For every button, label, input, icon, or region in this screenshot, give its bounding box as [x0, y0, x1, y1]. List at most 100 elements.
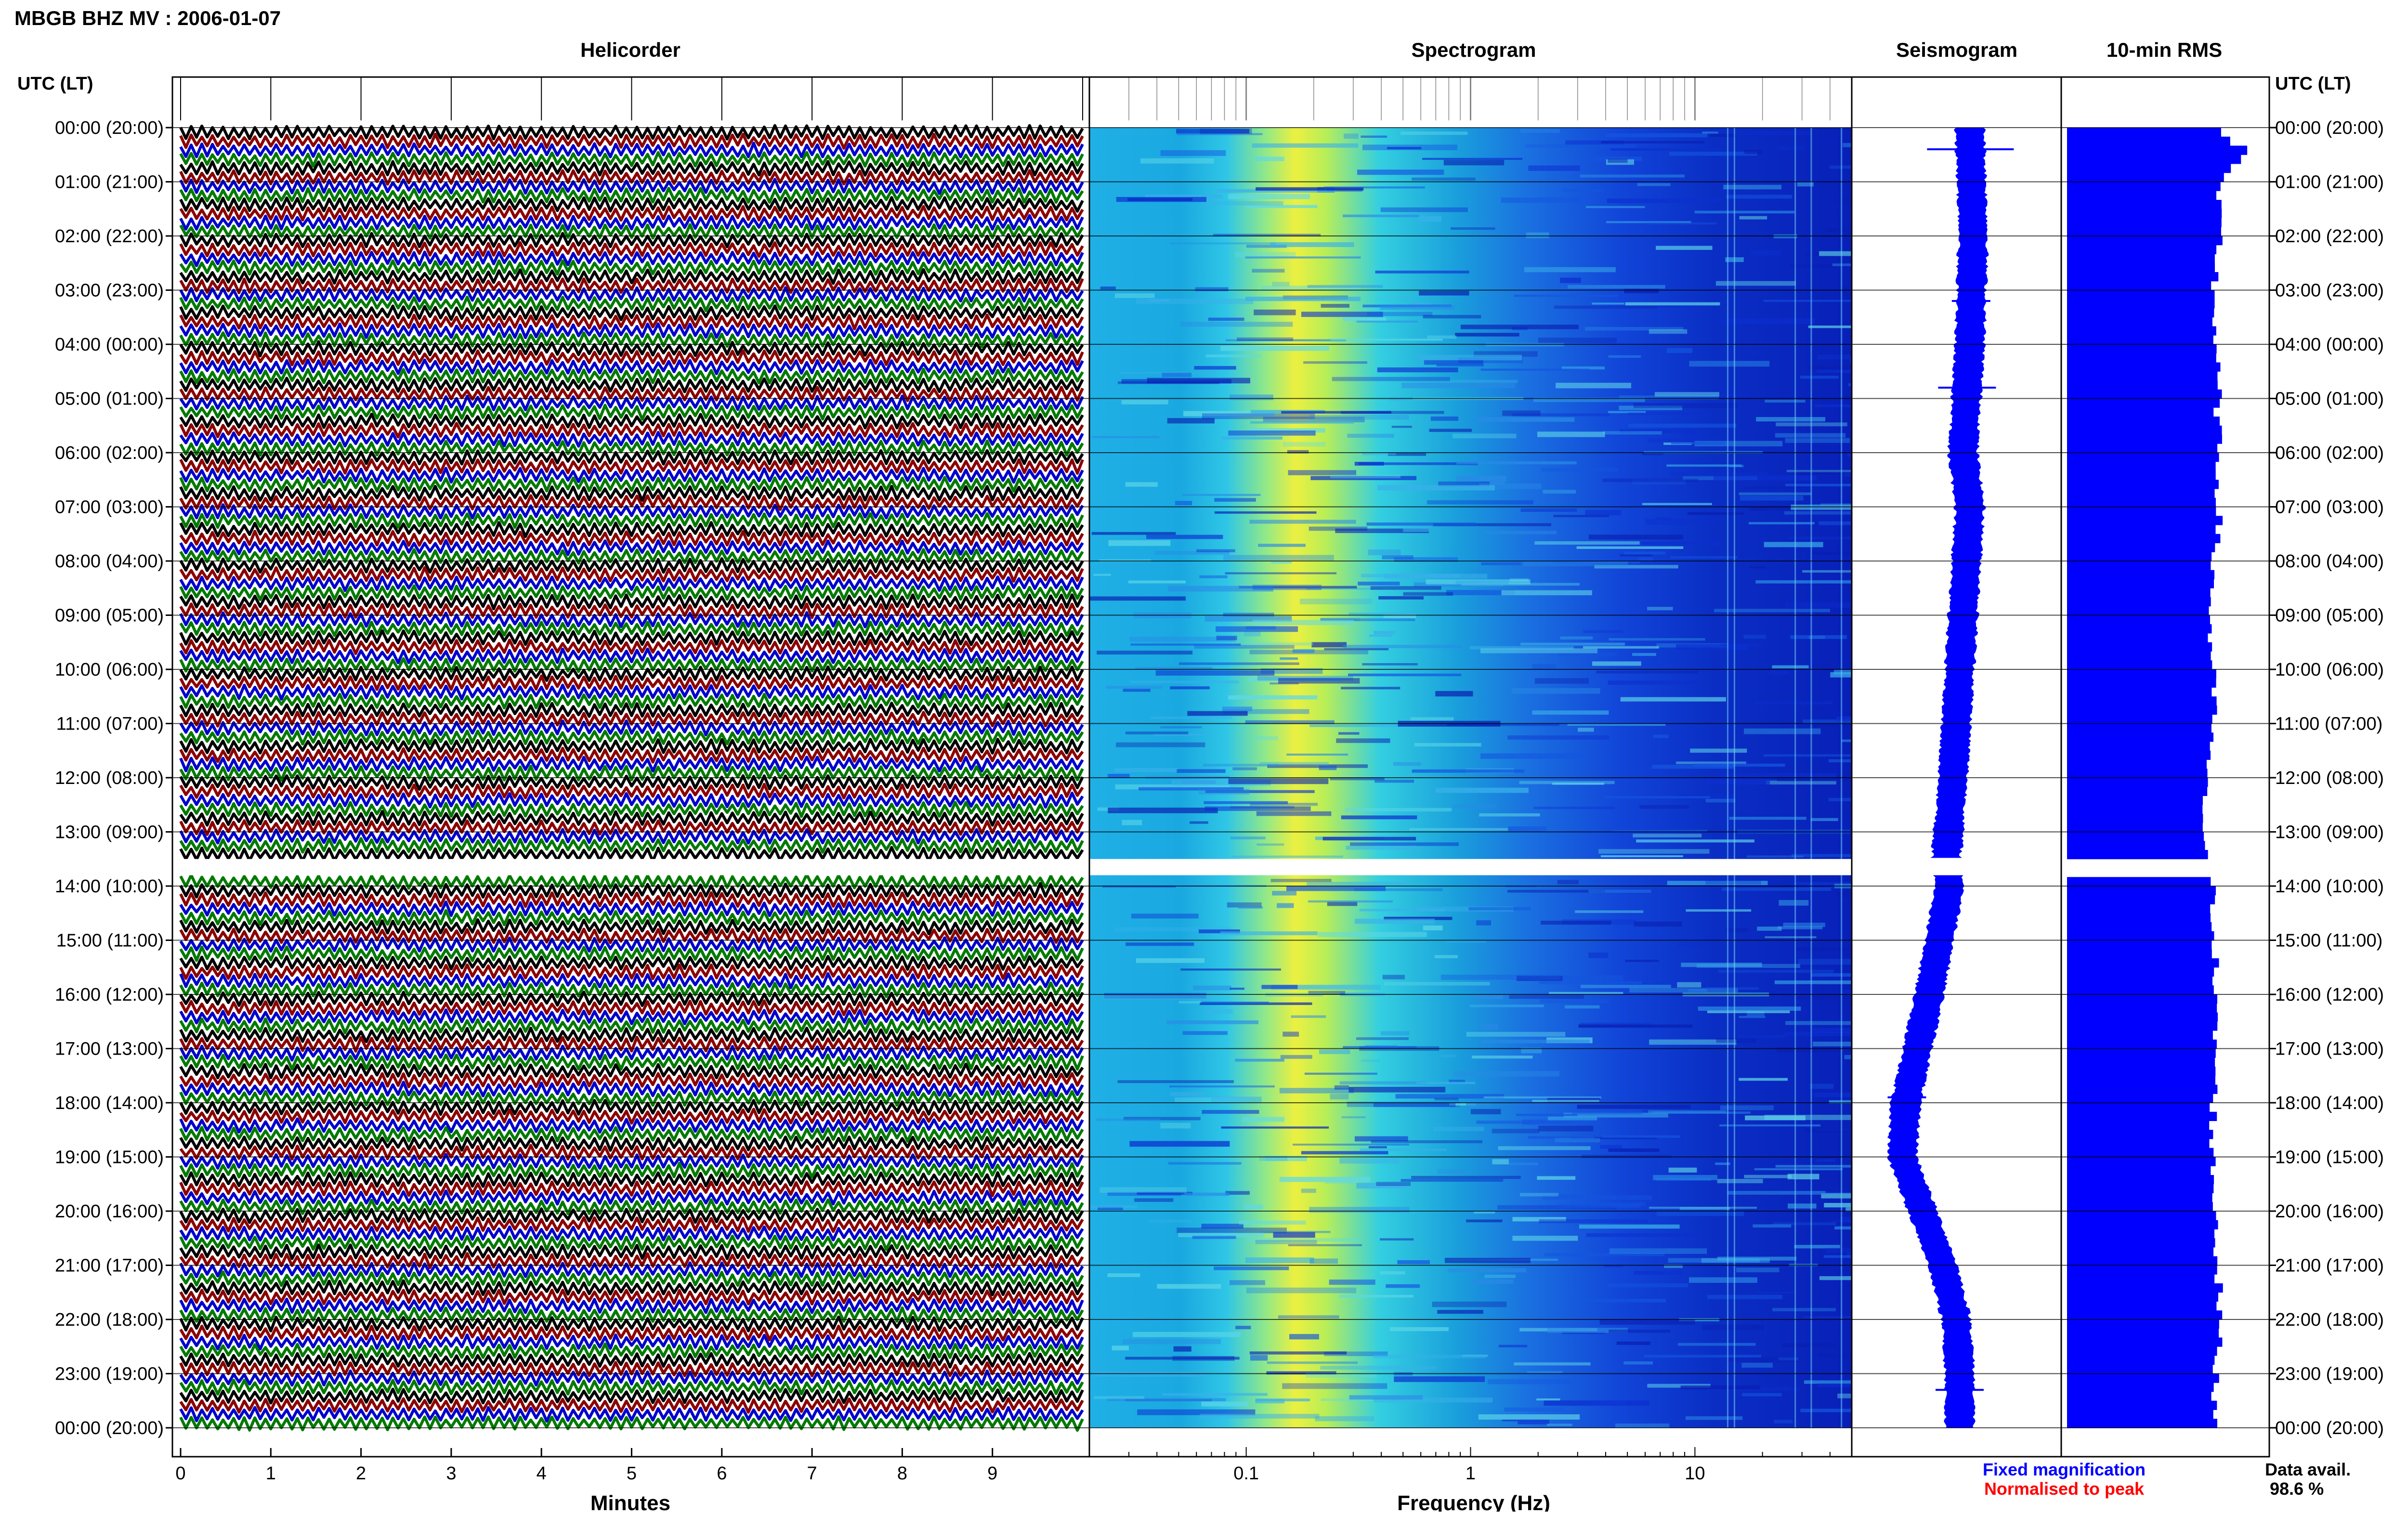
spectrogram-streak: [1775, 1165, 1852, 1168]
spectrogram-streak: [1773, 1222, 1836, 1226]
spectrogram-streak: [1689, 361, 1770, 367]
spectrogram-streak: [1717, 1179, 1763, 1184]
spectrogram-streak: [1160, 150, 1226, 156]
spectrogram-streak: [1619, 405, 1683, 410]
spectrogram-streak: [1230, 988, 1244, 990]
spectrogram-streak: [1171, 780, 1271, 786]
spectrogram-streak: [1350, 842, 1459, 846]
spectrogram-streak: [1228, 430, 1316, 436]
spectrogram-streak: [1315, 1416, 1374, 1422]
helicorder-trace: [179, 629, 1084, 646]
spectrogram-streak: [1501, 197, 1583, 203]
spectrogram-streak: [1600, 1145, 1622, 1149]
spectrogram-streak: [1671, 442, 1725, 444]
spectrogram-streak: [1335, 528, 1429, 534]
spectrogram-streak: [1607, 198, 1719, 203]
spectrogram-streak: [1581, 1154, 1672, 1159]
spectrogram-streak: [1576, 546, 1684, 549]
spectrogram-streak: [1433, 1126, 1484, 1131]
spectrogram-streak: [1676, 644, 1749, 650]
spectrogram-streak: [1547, 1116, 1597, 1121]
spectrogram-streak: [1717, 1256, 1797, 1261]
hour-label-left: 05:00 (01:00): [55, 389, 164, 409]
spectrogram-streak: [1845, 1207, 1852, 1212]
spectrogram-streak: [1726, 1357, 1800, 1362]
spectrogram-streak: [1555, 1138, 1600, 1143]
spectrogram-streak: [1429, 429, 1472, 432]
helicorder-trace: [179, 1415, 1084, 1432]
spectrogram-streak: [1330, 474, 1400, 479]
spectrogram-streak: [1783, 922, 1825, 927]
spectrogram-streak: [1230, 1280, 1265, 1285]
rms-bar: [2067, 633, 2208, 643]
spectrogram-streak: [1698, 1006, 1801, 1011]
helicorder-trace: [179, 1243, 1084, 1260]
spectrogram-streak: [1225, 339, 1346, 341]
spectrogram-streak: [1254, 309, 1296, 315]
spectrogram-streak: [1532, 710, 1609, 715]
hour-label-right: 09:00 (05:00): [2275, 606, 2384, 626]
rms-bar: [2067, 1111, 2217, 1121]
spectrogram-streak: [1608, 1283, 1688, 1288]
spectrogram-streak: [1263, 417, 1365, 422]
spectrogram-streak: [1742, 1393, 1782, 1397]
panel-title-seismogram: Seismogram: [1896, 39, 2017, 61]
spectrogram-streak: [1401, 382, 1515, 389]
spectrogram-streak: [1649, 329, 1688, 334]
helicorder-trace: [179, 358, 1084, 375]
spectrogram-streak: [1249, 650, 1368, 654]
spectrogram-streak: [1481, 1039, 1590, 1044]
spectrogram-streak: [1360, 1149, 1447, 1151]
spectrogram-streak: [1239, 1220, 1306, 1225]
spectrogram-streak: [1539, 981, 1642, 984]
legend-normalised-to-peak: Normalised to peak: [1984, 1479, 2145, 1499]
spectrogram-streak: [1253, 620, 1354, 626]
helicorder-trace: [179, 1207, 1084, 1224]
helicorder-trace: [179, 918, 1084, 936]
spectrogram-streak: [1214, 1266, 1289, 1270]
helicorder-trace: [179, 196, 1084, 213]
spectrogram-streak: [1686, 909, 1752, 912]
spectrogram-streak: [1512, 1217, 1566, 1222]
helicorder-x-tick-label: 4: [537, 1463, 547, 1484]
spectrogram-streak: [1121, 372, 1216, 374]
spectrogram-streak: [1192, 1236, 1236, 1239]
rms-bar: [2067, 1139, 2210, 1149]
rms-bar: [2067, 588, 2211, 598]
spectrogram-streak: [1180, 322, 1293, 327]
spectrogram-x-tick-label: 1: [1466, 1463, 1476, 1484]
hour-label-right: 00:00 (20:00): [2275, 118, 2384, 138]
helicorder-trace: [179, 349, 1084, 366]
spectrogram-streak: [1199, 929, 1240, 934]
spectrogram-streak: [1586, 1233, 1699, 1237]
helicorder-trace: [179, 340, 1084, 358]
helicorder-trace: [179, 241, 1084, 258]
spectrogram-streak: [1243, 1204, 1263, 1210]
helicorder-trace: [179, 214, 1084, 231]
spectrogram-streak: [1472, 1279, 1514, 1284]
spectrogram-streak: [1280, 657, 1298, 660]
helicorder-trace: [179, 1054, 1084, 1071]
spectrogram-streak: [1366, 522, 1476, 526]
spectrogram-streak: [1122, 820, 1142, 825]
spectrogram-streak: [1512, 413, 1610, 417]
spectrogram-streak: [1098, 1207, 1123, 1210]
spectrogram-streak: [1184, 1192, 1230, 1196]
spectrogram-streak: [1341, 815, 1417, 820]
spectrogram-streak: [1128, 580, 1186, 584]
spectrogram-streak: [1125, 482, 1158, 487]
rms-bar: [2067, 714, 2212, 724]
hour-label-right: 18:00 (14:00): [2275, 1093, 2384, 1113]
rms-bar: [2067, 380, 2218, 390]
rms-bar: [2067, 444, 2218, 453]
spectrogram-streak: [1178, 662, 1299, 665]
spectrogram-streak: [1716, 1038, 1756, 1043]
spectrogram-streak: [1520, 508, 1577, 512]
spectrogram-streak: [1544, 1253, 1664, 1256]
spectrogram-streak: [1507, 889, 1605, 893]
spectrogram-streak: [1749, 566, 1766, 569]
spectrogram-streak: [1094, 1396, 1145, 1399]
spectrogram-streak: [1117, 1080, 1234, 1083]
hour-label-left: 09:00 (05:00): [55, 606, 164, 626]
helicorder-trace: [179, 503, 1084, 520]
